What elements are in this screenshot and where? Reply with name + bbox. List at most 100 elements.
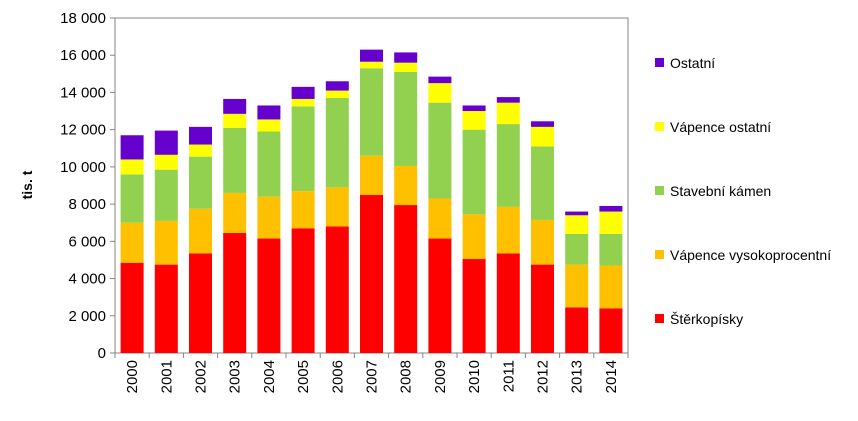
bar-segment: [599, 211, 623, 234]
bar-segment: [428, 198, 452, 239]
y-axis: 0 2 000 4 000 6 000 8 000 10 000 12 000 14 000 1…: [60, 10, 115, 362]
bar-segment: [189, 126, 212, 145]
x-tick-label: 2007: [364, 360, 381, 393]
bar-segment: [189, 208, 212, 254]
bar-segment: [428, 238, 452, 353]
y-tick-label: 8 000: [68, 196, 106, 213]
bar-segment: [257, 131, 281, 197]
bar-segment: [462, 259, 486, 353]
x-tick-label: 2010: [466, 360, 483, 393]
bar-segment: [462, 111, 486, 130]
bar-segment: [428, 76, 452, 84]
legend-swatch: [655, 58, 664, 67]
bar-segment: [496, 102, 520, 125]
bar-segment: [154, 130, 178, 155]
y-tick-label: 12 000: [60, 122, 106, 139]
y-axis-title: tis. t: [19, 170, 35, 199]
bar-segment: [565, 233, 589, 265]
x-tick-label: 2011: [500, 360, 517, 392]
bar-segment: [154, 220, 178, 265]
bar-segment: [257, 119, 281, 132]
bar-segment: [496, 253, 520, 353]
bar-segment: [462, 214, 486, 260]
bar-segment: [531, 126, 554, 147]
bar-segment: [325, 98, 349, 188]
bar-segment: [599, 205, 623, 212]
bar-segment: [120, 262, 144, 353]
bar-segment: [223, 127, 247, 193]
bar-segment: [223, 192, 247, 233]
legend-swatch: [655, 250, 664, 259]
legend-swatch: [655, 122, 664, 131]
bar-segment: [531, 121, 554, 127]
x-tick-label: 2005: [295, 360, 312, 393]
bar-segment: [291, 86, 315, 99]
bar-segment: [291, 106, 315, 192]
x-tick-label: 2002: [193, 360, 210, 393]
bar-segment: [531, 219, 554, 265]
bar-segment: [154, 264, 178, 353]
bar-segment: [394, 165, 418, 206]
bar-segment: [120, 222, 144, 263]
x-tick-label: 2008: [398, 360, 415, 393]
bar-segment: [496, 124, 520, 207]
bar-segment: [189, 144, 212, 157]
bar-segment: [120, 135, 144, 160]
legend: Ostatní Vápence ostatní Stavební kámen Vápe…: [655, 55, 831, 327]
bar-segment: [599, 265, 623, 309]
legend-swatch: [655, 314, 664, 323]
bar-segment: [325, 226, 349, 353]
bar-segment: [360, 49, 383, 62]
bar-segment: [462, 129, 486, 215]
bar-segment: [360, 61, 383, 69]
bar-segment: [291, 191, 315, 229]
bar-segment: [599, 308, 623, 353]
bar-segment: [257, 196, 281, 239]
bar-segment: [223, 113, 247, 128]
bar-segment: [428, 83, 452, 103]
bar-segment: [154, 154, 178, 170]
bar-segment: [223, 98, 247, 114]
bar-segment: [154, 169, 178, 221]
bar-segment: [360, 194, 383, 353]
bar-segment: [394, 52, 418, 63]
bar-segment: [565, 211, 589, 216]
bar-segment: [325, 90, 349, 99]
x-axis: 2000 2001 2002 2003 2004 2005 2006 2007 2008 2009…: [114, 353, 629, 393]
legend-label: Stavební kámen: [670, 183, 771, 199]
y-tick-label: 16 000: [60, 47, 106, 64]
bar-segment: [189, 253, 212, 353]
bar-segment: [325, 187, 349, 227]
bar-segment: [189, 156, 212, 209]
legend-label: Štěrkopísky: [670, 311, 743, 327]
bar-segment: [496, 206, 520, 254]
legend-label: Vápence ostatní: [670, 119, 771, 135]
y-tick-label: 18 000: [60, 10, 106, 27]
bar-segment: [257, 238, 281, 353]
bar-segment: [565, 264, 589, 308]
bar-segment: [565, 307, 589, 353]
bar-segment: [325, 81, 349, 91]
bar-segment: [360, 155, 383, 195]
bar-segment: [394, 62, 418, 72]
y-tick-label: 14 000: [60, 84, 106, 101]
bar-segment: [428, 102, 452, 199]
x-tick-label: 2000: [124, 360, 141, 393]
bar-segment: [291, 228, 315, 353]
x-tick-label: 2004: [261, 360, 278, 393]
legend-label: Ostatní: [670, 55, 715, 71]
bar-segment: [360, 68, 383, 156]
bar-segment: [394, 205, 418, 353]
bar-segment: [496, 97, 520, 103]
bar-segment: [291, 98, 315, 107]
bar-segment: [462, 105, 486, 112]
bar-segment: [531, 264, 554, 353]
y-tick-label: 6 000: [68, 233, 106, 250]
x-tick-label: 2012: [535, 360, 552, 393]
y-tick-label: 0: [98, 345, 106, 362]
bar-segment: [394, 71, 418, 166]
legend-swatch: [655, 186, 664, 195]
x-tick-label: 2006: [329, 360, 346, 393]
bar-segment: [599, 233, 623, 266]
